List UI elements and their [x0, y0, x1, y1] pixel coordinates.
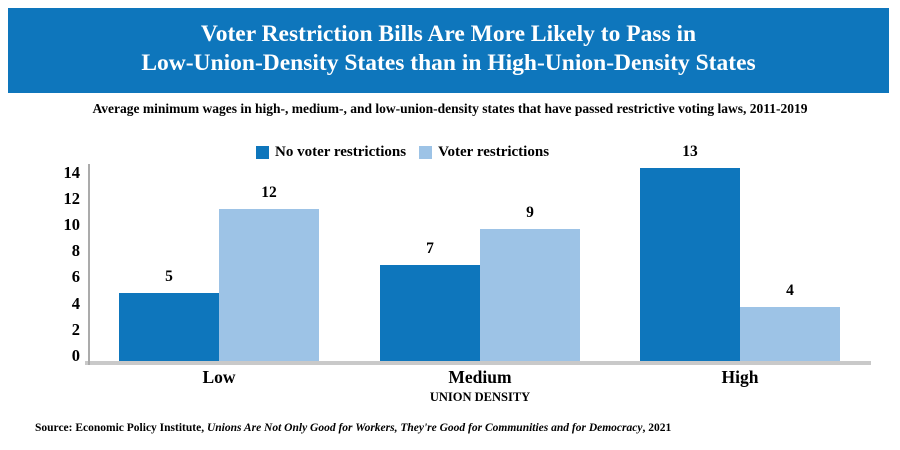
y-tick-label: 2 — [71, 319, 80, 339]
x-axis-title: UNION DENSITY — [429, 390, 531, 404]
y-tick-label: 10 — [63, 215, 81, 234]
bar — [219, 209, 319, 361]
bar — [740, 307, 840, 361]
legend-item: No voter restrictions — [256, 144, 406, 161]
source-suffix: , 2021 — [642, 422, 672, 434]
x-axis-line — [85, 361, 871, 365]
legend-swatch — [419, 146, 433, 159]
bar-value-label: 7 — [426, 240, 434, 257]
bar-value-label: 5 — [165, 268, 173, 285]
y-tick-label: 14 — [63, 162, 81, 182]
source-prefix: Source: Economic Policy Institute, — [35, 422, 207, 434]
bar-value-label: 12 — [261, 184, 277, 201]
y-axis-line — [88, 164, 90, 365]
y-tick-label: 4 — [71, 293, 80, 313]
legend-swatch — [256, 146, 269, 159]
bar — [640, 168, 740, 361]
bar — [380, 265, 480, 361]
y-tick-label: 6 — [71, 267, 80, 287]
bar-value-label: 9 — [526, 204, 534, 221]
category-label: Medium — [448, 367, 512, 387]
source-work-title: Unions Are Not Only Good for Workers, Th… — [206, 422, 643, 434]
legend-label: Voter restrictions — [438, 144, 550, 160]
category-label: Low — [202, 367, 236, 387]
y-tick-label: 12 — [63, 188, 81, 208]
chart-title-line-1: Voter Restriction Bills Are More Likely … — [200, 21, 697, 47]
header-banner: Voter Restriction Bills Are More Likely … — [8, 8, 889, 93]
chart-title-line-2: Low-Union-Density States than in High-Un… — [141, 50, 756, 76]
legend-label: No voter restrictions — [275, 144, 407, 160]
source-note: Source: Economic Policy Institute, Union… — [35, 422, 671, 434]
bar — [480, 229, 580, 361]
y-tick-label: 0 — [71, 346, 80, 365]
bar-value-label: 4 — [786, 282, 794, 299]
bar — [119, 293, 219, 361]
chart-subtitle: Average minimum wages in high-, medium-,… — [92, 101, 808, 116]
legend-item: Voter restrictions — [419, 144, 549, 161]
bar-value-label: 13 — [682, 143, 698, 160]
y-tick-label: 8 — [71, 241, 80, 261]
legend: No voter restrictions Voter restrictions — [256, 144, 562, 161]
category-label: High — [721, 367, 759, 387]
